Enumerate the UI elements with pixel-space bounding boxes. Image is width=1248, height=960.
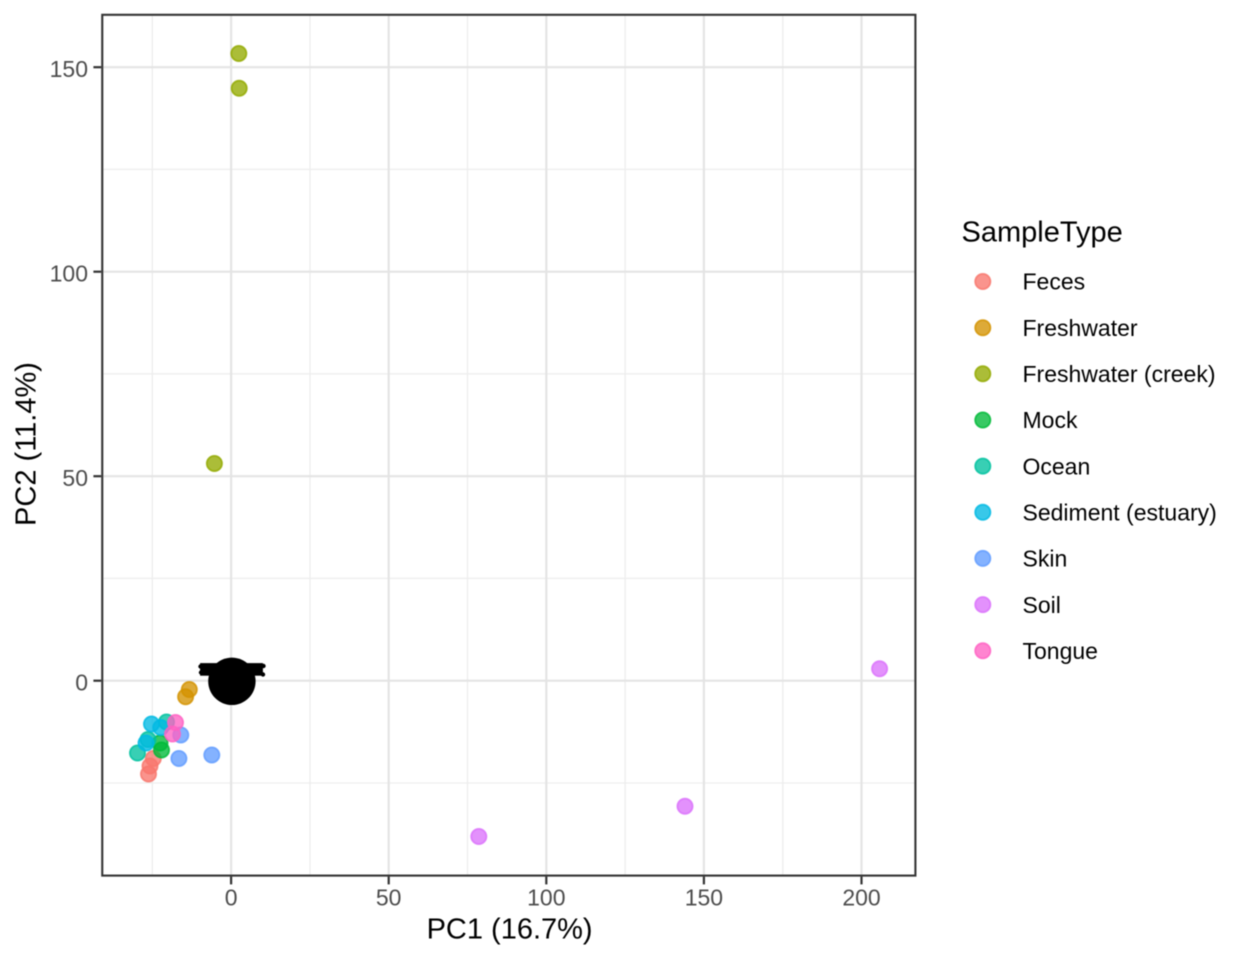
svg-text:50: 50 bbox=[376, 885, 402, 911]
svg-text:Soil: Soil bbox=[1023, 592, 1061, 618]
svg-text:Feces: Feces bbox=[1023, 269, 1086, 295]
svg-text:SampleType: SampleType bbox=[962, 217, 1123, 249]
svg-text:PC2 (11.4%): PC2 (11.4%) bbox=[11, 362, 43, 526]
svg-text:0: 0 bbox=[225, 885, 238, 911]
svg-text:100: 100 bbox=[527, 885, 565, 911]
svg-text:Freshwater: Freshwater bbox=[1023, 315, 1138, 341]
svg-text:Skin: Skin bbox=[1023, 546, 1068, 572]
svg-text:150: 150 bbox=[685, 885, 723, 911]
svg-text:Ocean: Ocean bbox=[1023, 453, 1091, 479]
svg-text:PC1 (16.7%): PC1 (16.7%) bbox=[427, 914, 593, 946]
svg-text:200: 200 bbox=[842, 885, 880, 911]
svg-text:50: 50 bbox=[62, 465, 88, 491]
svg-text:150: 150 bbox=[50, 56, 88, 82]
svg-text:Sediment (estuary): Sediment (estuary) bbox=[1023, 500, 1217, 526]
svg-text:0: 0 bbox=[75, 669, 88, 695]
svg-text:Tongue: Tongue bbox=[1023, 638, 1098, 664]
svg-text:100: 100 bbox=[50, 260, 88, 286]
svg-text:Mock: Mock bbox=[1023, 407, 1078, 433]
svg-text:Freshwater (creek): Freshwater (creek) bbox=[1023, 361, 1216, 387]
